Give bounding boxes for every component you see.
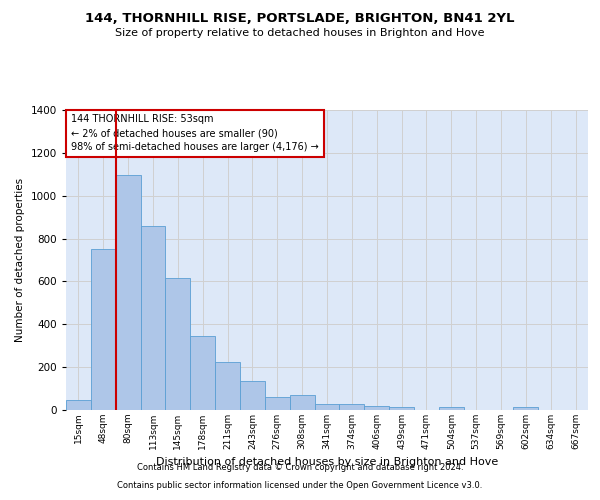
Bar — [166, 278, 190, 410]
Bar — [190, 336, 215, 410]
X-axis label: Distribution of detached houses by size in Brighton and Hove: Distribution of detached houses by size … — [156, 458, 498, 468]
Bar — [290, 396, 314, 410]
Text: 144 THORNHILL RISE: 53sqm
← 2% of detached houses are smaller (90)
98% of semi-d: 144 THORNHILL RISE: 53sqm ← 2% of detach… — [71, 114, 319, 152]
Bar — [314, 404, 340, 410]
Bar — [364, 406, 389, 410]
Bar — [215, 362, 240, 410]
Bar — [439, 408, 464, 410]
Bar — [340, 404, 364, 410]
Bar — [514, 408, 538, 410]
Text: Contains HM Land Registry data © Crown copyright and database right 2024.: Contains HM Land Registry data © Crown c… — [137, 464, 463, 472]
Bar — [66, 400, 91, 410]
Bar — [240, 381, 265, 410]
Bar — [265, 396, 290, 410]
Bar — [116, 176, 140, 410]
Text: 144, THORNHILL RISE, PORTSLADE, BRIGHTON, BN41 2YL: 144, THORNHILL RISE, PORTSLADE, BRIGHTON… — [85, 12, 515, 26]
Bar — [389, 407, 414, 410]
Text: Contains public sector information licensed under the Open Government Licence v3: Contains public sector information licen… — [118, 481, 482, 490]
Y-axis label: Number of detached properties: Number of detached properties — [15, 178, 25, 342]
Bar — [140, 226, 166, 410]
Bar — [91, 250, 116, 410]
Text: Size of property relative to detached houses in Brighton and Hove: Size of property relative to detached ho… — [115, 28, 485, 38]
